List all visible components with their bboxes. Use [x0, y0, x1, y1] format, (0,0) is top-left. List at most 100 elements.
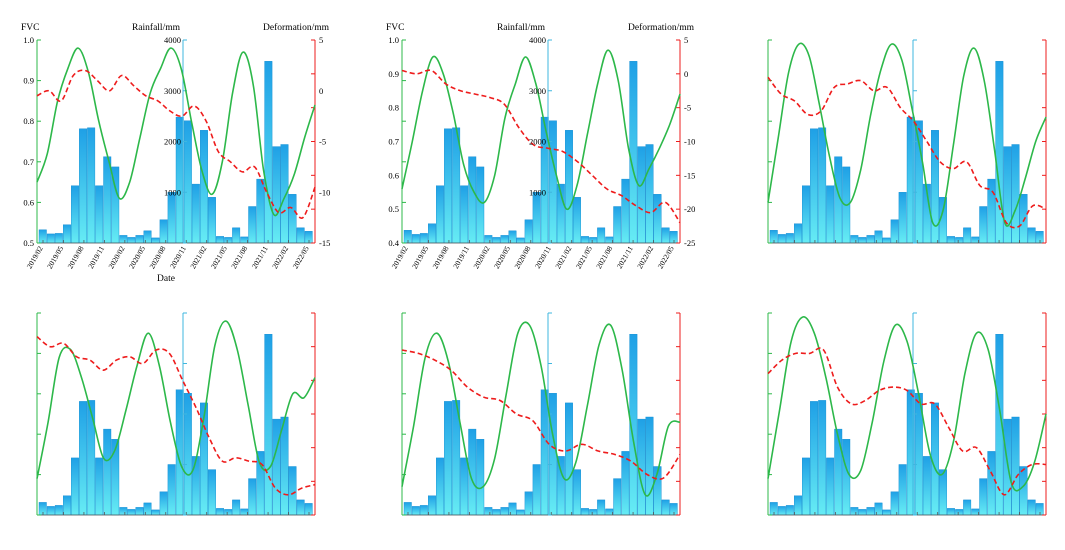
rainfall-bar: [621, 451, 630, 516]
fvc-tick-label: 0.6: [388, 170, 399, 180]
deformation-tick-label: 0: [684, 69, 688, 79]
rainfall-bar: [1027, 227, 1036, 244]
rainfall-bars: [769, 61, 1044, 244]
fvc-line: [401, 321, 681, 497]
rainfall-bar: [653, 194, 662, 244]
rainfall-bar: [645, 144, 654, 244]
rainfall-bar: [419, 505, 428, 516]
rainfall-bar: [637, 146, 646, 244]
rainfall-bar: [54, 505, 63, 516]
rainfall-bar: [922, 456, 931, 516]
rainfall-tick-label: 4000: [529, 35, 546, 45]
x-tick-label: 2020/05: [127, 244, 147, 270]
rainfall-bar: [987, 451, 996, 516]
rainfall-axis-title: Rainfall/mm: [132, 22, 181, 33]
rainfall-bar: [516, 237, 525, 244]
fvc-line: [401, 49, 681, 211]
rainfall-bar: [850, 235, 859, 244]
rainfall-bar: [850, 507, 859, 516]
rainfall-bar: [484, 507, 493, 516]
rainfall-bar: [540, 389, 549, 516]
rainfall-bar: [256, 451, 265, 516]
deformation-line: [401, 349, 681, 481]
rainfall-bar: [955, 509, 964, 516]
rainfall-bar: [428, 495, 436, 516]
x-axis-title: Date: [157, 274, 175, 284]
rainfall-bar: [248, 478, 257, 516]
rainfall-axis-title: Rainfall/mm: [497, 22, 546, 33]
rainfall-bar: [605, 236, 614, 244]
chart-panel-top-left: FVC Rainfall/mm Deformation/mm 0.5 0.6 0.7 0.8…: [21, 22, 330, 284]
rainfall-bar: [419, 233, 428, 244]
rainfall-bar: [802, 185, 810, 244]
deformation-line: [401, 69, 681, 224]
deformation-line: [36, 335, 316, 496]
deformation-tick-label: -25: [684, 238, 695, 248]
fvc-tick-label: 0.8: [23, 116, 34, 126]
rainfall-bar: [135, 507, 144, 516]
rainfall-bar: [573, 469, 581, 516]
fvc-line: [767, 42, 1047, 227]
rainfall-bar: [95, 457, 104, 516]
rainfall-bar: [232, 227, 241, 244]
rainfall-bar: [492, 237, 501, 244]
x-tick-label: 2020/02: [106, 244, 126, 270]
rainfall-bar: [802, 457, 810, 516]
x-tick-label: 2019/11: [451, 244, 471, 270]
rainfall-tick-label: 4000: [164, 35, 181, 45]
deformation-tick-label: -10: [319, 187, 330, 197]
rainfall-bar: [963, 499, 972, 516]
x-tick-label: 2021/11: [250, 244, 270, 270]
chart-panel-top-right: [767, 39, 1047, 244]
rainfall-bar: [191, 456, 200, 516]
rainfall-bar: [240, 508, 249, 516]
x-tick-label: 2021/11: [615, 244, 635, 270]
rainfall-bar: [565, 402, 573, 516]
rainfall-bar: [556, 456, 565, 516]
fvc-line: [767, 316, 1047, 492]
rainfall-bar: [947, 508, 955, 516]
rainfall-bar: [858, 509, 867, 516]
rainfall-bar: [232, 499, 241, 516]
deformation-line: [767, 347, 1047, 496]
fvc-axis-title: FVC: [386, 23, 404, 33]
rainfall-bar: [589, 509, 598, 516]
x-tick-label: 2022/02: [270, 244, 290, 270]
rainfall-bar: [613, 206, 622, 244]
rainfall-bar: [460, 457, 469, 516]
rainfall-bar: [103, 156, 112, 244]
rainfall-bar: [436, 185, 444, 244]
rainfall-bar: [955, 237, 964, 244]
rainfall-bar: [532, 464, 541, 516]
rainfall-bar: [818, 400, 827, 516]
x-tick-label: 2020/05: [492, 244, 512, 270]
rainfall-bar: [119, 507, 128, 516]
fvc-tick-label: 1.0: [388, 35, 399, 45]
rainfall-bar: [288, 194, 297, 244]
x-tick-label: 2020/08: [512, 244, 532, 270]
x-tick-label: 2019/05: [45, 244, 65, 270]
x-tick-label: 2021/08: [229, 244, 249, 270]
deformation-axis-title: Deformation/mm: [263, 22, 330, 33]
x-tick-label: 2020/11: [168, 244, 188, 270]
x-tick-label: 2019/02: [25, 244, 45, 270]
rainfall-bar: [240, 236, 249, 244]
rainfall-bar: [191, 183, 200, 244]
rainfall-bar: [264, 61, 273, 244]
rainfall-bar: [127, 509, 136, 516]
rainfall-bar: [87, 400, 96, 516]
rainfall-bar: [794, 495, 802, 516]
chart-panel-bottom-middle: [401, 312, 681, 516]
deformation-tick-label: -5: [319, 137, 326, 147]
rainfall-bar: [476, 439, 485, 516]
fvc-line: [36, 320, 316, 479]
x-tick-label: 2019/02: [390, 244, 410, 270]
rainfall-bar: [524, 219, 533, 244]
fvc-tick-label: 0.7: [23, 157, 34, 167]
rainfall-bar: [79, 401, 88, 516]
x-tick-label: 2021/02: [553, 244, 573, 270]
deformation-tick-label: -15: [684, 170, 695, 180]
fvc-tick-label: 1.0: [23, 35, 34, 45]
rainfall-bar: [866, 235, 875, 244]
rainfall-bar: [428, 223, 436, 244]
